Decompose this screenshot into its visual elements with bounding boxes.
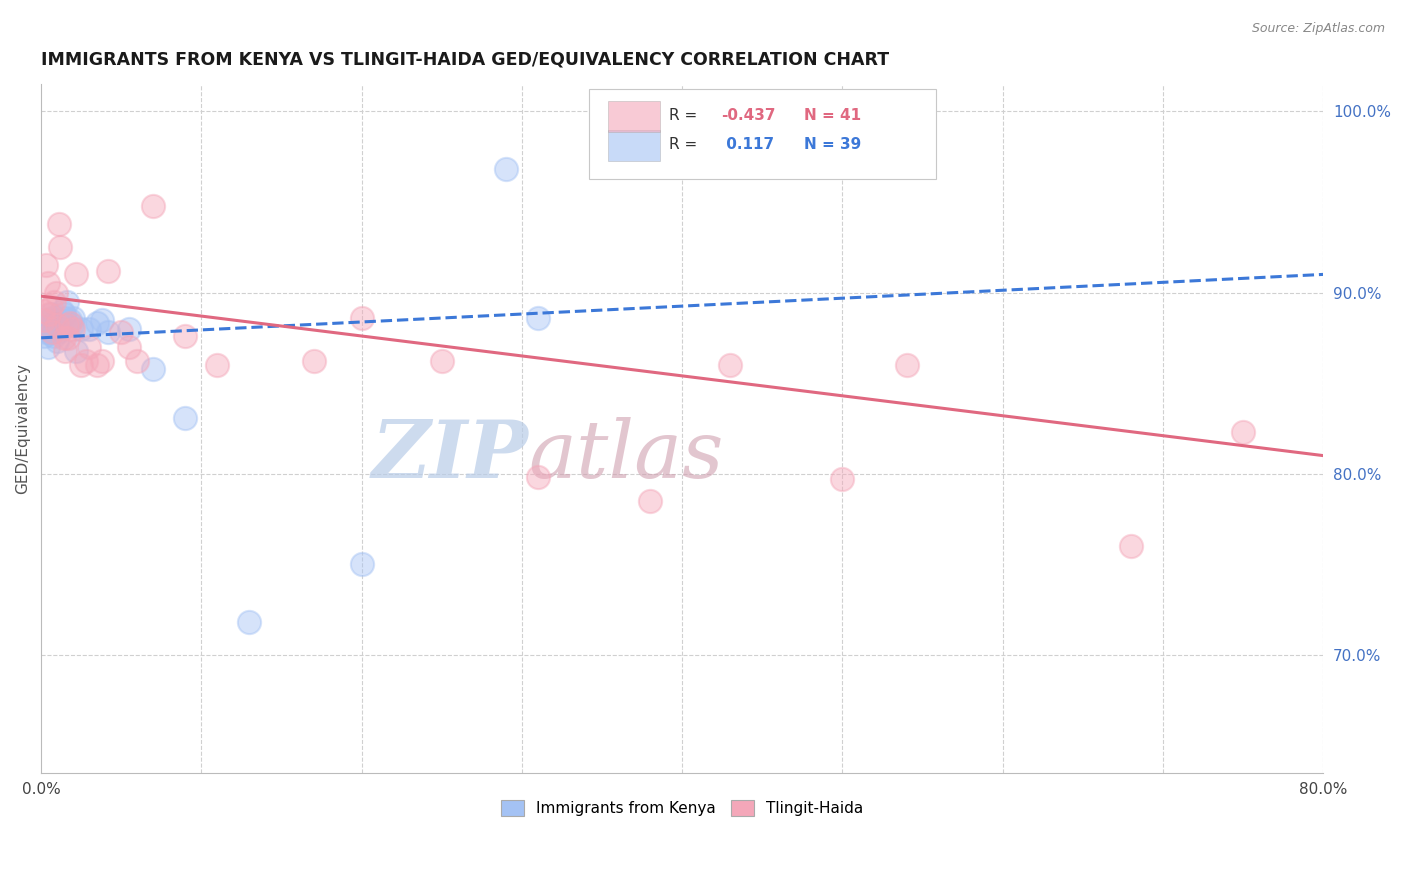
Text: R =: R =	[669, 136, 697, 152]
Point	[97, 326, 120, 340]
Text: R =: R =	[669, 108, 697, 122]
Legend: Immigrants from Kenya, Tlingit-Haida: Immigrants from Kenya, Tlingit-Haida	[494, 792, 872, 823]
Point	[44, 285, 66, 300]
FancyBboxPatch shape	[607, 129, 661, 161]
Point	[62, 322, 84, 336]
Point	[527, 310, 550, 325]
Point	[91, 312, 114, 326]
Point	[46, 312, 69, 326]
Point	[77, 322, 100, 336]
Point	[86, 316, 108, 330]
Point	[110, 326, 132, 340]
Point	[34, 312, 56, 326]
Point	[142, 198, 165, 212]
Text: N = 39: N = 39	[804, 136, 862, 152]
Point	[35, 258, 58, 272]
Text: 0.117: 0.117	[721, 136, 773, 152]
Point	[49, 324, 72, 338]
Point	[51, 303, 73, 318]
Point	[48, 318, 70, 333]
Point	[35, 316, 58, 330]
Point	[174, 410, 197, 425]
Point	[52, 307, 75, 321]
Point	[44, 322, 66, 336]
Point	[638, 494, 661, 508]
Point	[65, 343, 87, 358]
Point	[41, 326, 63, 340]
Point	[718, 358, 741, 372]
Point	[38, 326, 60, 340]
Point	[70, 358, 93, 372]
Point	[75, 354, 97, 368]
Point	[41, 310, 63, 325]
Point	[302, 354, 325, 368]
Point	[42, 318, 65, 333]
Point	[31, 322, 53, 336]
Point	[46, 334, 69, 349]
Text: ZIP: ZIP	[371, 417, 529, 495]
Point	[1119, 539, 1142, 553]
Point	[127, 354, 149, 368]
Point	[55, 294, 77, 309]
Point	[48, 217, 70, 231]
Point	[41, 326, 63, 340]
FancyBboxPatch shape	[607, 101, 661, 132]
Point	[1232, 425, 1254, 439]
Point	[55, 318, 77, 333]
Point	[142, 361, 165, 376]
Point	[49, 240, 72, 254]
Text: atlas: atlas	[529, 417, 724, 495]
Point	[118, 340, 141, 354]
Point	[34, 329, 56, 343]
Point	[91, 354, 114, 368]
Point	[53, 310, 76, 325]
Point	[831, 472, 853, 486]
Point	[60, 318, 83, 333]
Text: -0.437: -0.437	[721, 108, 775, 122]
Point	[430, 354, 453, 368]
Point	[70, 322, 93, 336]
FancyBboxPatch shape	[589, 89, 936, 179]
Point	[39, 307, 62, 321]
Point	[65, 268, 87, 282]
Point	[35, 326, 58, 340]
Point	[38, 312, 60, 326]
Point	[38, 307, 60, 321]
Point	[86, 358, 108, 372]
Point	[52, 331, 75, 345]
Point	[77, 340, 100, 354]
Point	[59, 312, 82, 326]
Point	[527, 470, 550, 484]
Point	[37, 318, 59, 333]
Text: N = 41: N = 41	[804, 108, 860, 122]
Point	[59, 316, 82, 330]
Point	[238, 615, 260, 630]
Point	[97, 264, 120, 278]
Point	[62, 310, 84, 325]
Point	[37, 340, 59, 354]
Point	[42, 329, 65, 343]
Point	[58, 331, 80, 345]
Point	[31, 303, 53, 318]
Point	[37, 277, 59, 291]
Y-axis label: GED/Equivalency: GED/Equivalency	[15, 363, 30, 494]
Text: IMMIGRANTS FROM KENYA VS TLINGIT-HAIDA GED/EQUIVALENCY CORRELATION CHART: IMMIGRANTS FROM KENYA VS TLINGIT-HAIDA G…	[41, 51, 889, 69]
Point	[207, 358, 229, 372]
Point	[46, 318, 69, 333]
Point	[39, 318, 62, 333]
Point	[39, 300, 62, 314]
Point	[53, 343, 76, 358]
Point	[350, 310, 373, 325]
Text: Source: ZipAtlas.com: Source: ZipAtlas.com	[1251, 22, 1385, 36]
Point	[495, 162, 517, 177]
Point	[118, 322, 141, 336]
Point	[896, 358, 918, 372]
Point	[42, 294, 65, 309]
Point	[174, 329, 197, 343]
Point	[350, 558, 373, 572]
